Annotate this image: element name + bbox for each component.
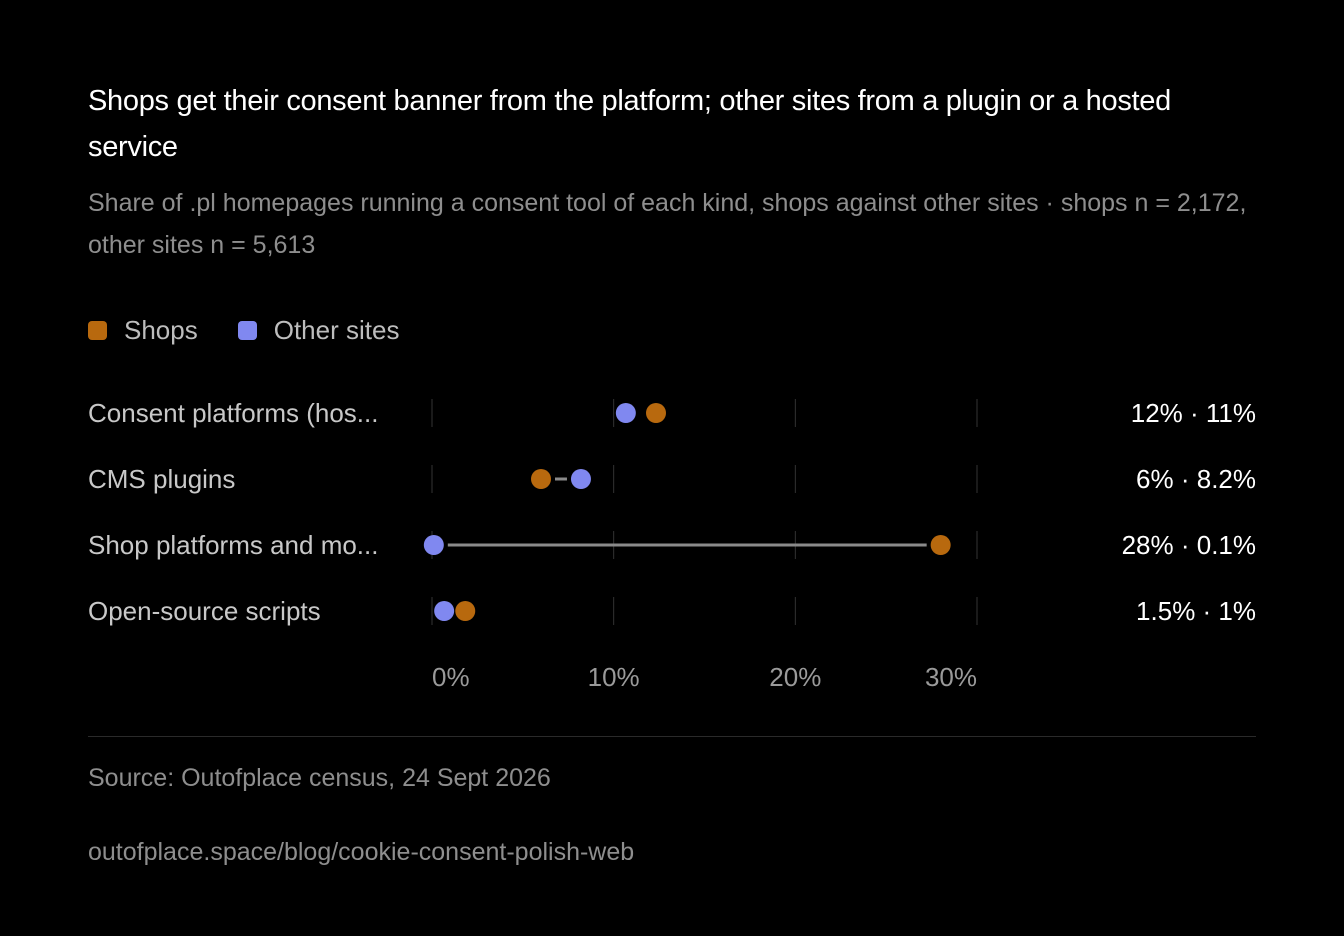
dot-other-sites-row-2 xyxy=(423,535,444,555)
row-label-0: Consent platforms (hos... xyxy=(88,398,378,428)
row-label-1: CMS plugins xyxy=(88,464,235,494)
legend: Shops Other sites xyxy=(88,310,439,350)
value-label-row-1: 6% · 8.2% xyxy=(1136,464,1256,494)
legend-item-shops: Shops xyxy=(88,315,198,346)
value-label-row-2: 28% · 0.1% xyxy=(1122,530,1256,560)
legend-label-shops: Shops xyxy=(124,314,198,345)
value-label-row-3: 1.5% · 1% xyxy=(1136,596,1256,626)
chart-card: Shops get their consent banner from the … xyxy=(88,78,1256,866)
dot-shops-row-0 xyxy=(646,403,666,423)
dot-other-sites-row-3 xyxy=(434,601,455,621)
x-tick-label-3: 30% xyxy=(925,662,977,692)
x-tick-label-2: 20% xyxy=(769,662,821,692)
x-tick-label-0: 0% xyxy=(432,662,470,692)
chart-title: Shops get their consent banner from the … xyxy=(88,85,1171,163)
dot-shops-row-2 xyxy=(930,535,951,555)
legend-item-other-sites: Other sites xyxy=(237,314,400,346)
footer-divider xyxy=(88,736,1256,737)
x-tick-label-1: 10% xyxy=(588,662,640,692)
legend-swatch-other-sites xyxy=(237,320,257,340)
row-label-2: Shop platforms and mo... xyxy=(88,530,378,560)
value-label-row-0: 12% · 11% xyxy=(1131,398,1256,428)
legend-swatch-shops xyxy=(88,320,107,340)
row-label-3: Open-source scripts xyxy=(88,596,321,626)
source-link[interactable]: outofplace.space/blog/cookie-consent-pol… xyxy=(88,838,635,866)
dot-shops-row-1 xyxy=(531,469,551,489)
source-note: Source: Outofplace census, 24 Sept 2026 xyxy=(88,764,551,792)
dot-shops-row-3 xyxy=(455,601,476,621)
dot-other-sites-row-1 xyxy=(570,469,591,489)
chart-subtitle: Share of .pl homepages running a consent… xyxy=(88,189,1247,259)
dot-other-sites-row-0 xyxy=(615,403,636,423)
legend-label-other-sites: Other sites xyxy=(273,314,400,345)
